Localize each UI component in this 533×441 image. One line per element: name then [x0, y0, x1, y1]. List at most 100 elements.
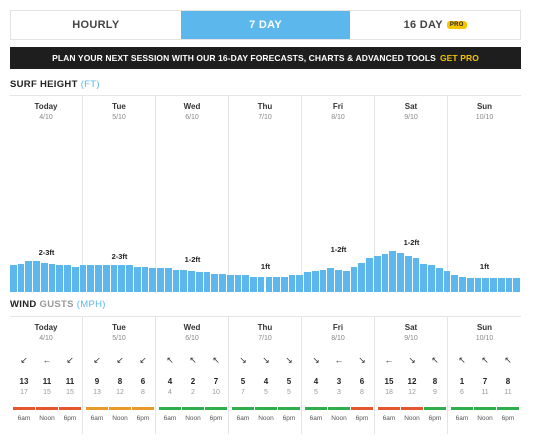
wind-speed: 7 — [213, 377, 219, 386]
surf-day-column: Today 4/10 — [10, 96, 83, 293]
wind-gust: 5 — [264, 389, 268, 396]
surf-bar — [226, 275, 234, 292]
surf-bar — [420, 264, 428, 292]
surf-height-chart: Today 4/10 Tue 5/10 Wed 6/10 Thu 7/10 Fri 8/10 Sat… — [10, 95, 521, 293]
surf-bar — [211, 273, 219, 292]
surf-bar — [110, 265, 118, 292]
surf-day-column: Wed 6/10 — [156, 96, 229, 293]
surf-day-column: Thu 7/10 — [229, 96, 302, 293]
tab-7-day-label: 7 DAY — [249, 19, 282, 31]
surf-day-column: Fri 8/10 — [302, 96, 375, 293]
wind-direction-arrow-icon: ↖ — [481, 355, 489, 365]
wind-time-label: 6pm — [63, 415, 77, 422]
wind-time-label: 6pm — [355, 415, 369, 422]
wind-rating-strip — [36, 407, 58, 410]
wind-rating-strip — [401, 407, 423, 410]
wind-time-label: 6am — [236, 415, 250, 422]
wind-gust: 8 — [360, 389, 364, 396]
wind-gust: 17 — [20, 389, 28, 396]
wind-speed: 11 — [65, 377, 75, 386]
surf-bar — [474, 278, 482, 292]
surf-bar — [505, 278, 513, 292]
surf-day-column: Sat 9/10 — [375, 96, 448, 293]
surf-bar — [513, 278, 520, 292]
wind-day-column: Wed 6/10 ↖ 4 4 6am ↖ 2 2 Noon ↖ 7 10 6pm — [156, 317, 229, 434]
wind-speed: 4 — [313, 377, 319, 386]
wind-direction-arrow-icon: ↖ — [458, 355, 466, 365]
surf-bar — [288, 275, 296, 292]
promo-banner[interactable]: PLAN YOUR NEXT SESSION WITH OUR 16-DAY F… — [10, 47, 521, 69]
surf-bar — [342, 271, 350, 292]
wind-day-name: Sat — [404, 323, 418, 332]
surf-bar — [164, 268, 172, 292]
surf-bar — [296, 275, 304, 292]
wind-rating-strip — [305, 407, 327, 410]
wind-day-date: 4/10 — [39, 335, 53, 342]
wind-rating-strip — [255, 407, 277, 410]
forecast-tabs: HOURLY 7 DAY 16 DAY PRO — [10, 10, 521, 40]
wind-time-label: 6pm — [282, 415, 296, 422]
tab-16-day[interactable]: 16 DAY PRO — [350, 11, 520, 39]
wind-rating-strip — [278, 407, 300, 410]
surf-bar — [497, 278, 505, 292]
tab-hourly[interactable]: HOURLY — [11, 11, 181, 39]
wind-time-label: 6am — [163, 415, 177, 422]
wind-speed: 9 — [94, 377, 100, 386]
surf-bar — [265, 276, 273, 292]
wind-speed: 5 — [286, 377, 292, 386]
surf-bar — [102, 265, 110, 292]
wind-rating-strip — [474, 407, 496, 410]
surf-day-date: 10/10 — [475, 114, 494, 121]
wind-speed: 6 — [359, 377, 365, 386]
surf-day-name: Wed — [183, 102, 201, 111]
surf-bar — [87, 265, 95, 292]
surf-bar — [451, 275, 459, 292]
surf-height-label: 2-3ft — [38, 248, 55, 258]
wind-gust: 18 — [385, 389, 393, 396]
wind-direction-arrow-icon: ↘ — [312, 355, 320, 365]
wind-direction-arrow-icon: ↙ — [20, 355, 28, 365]
wind-day-column: Thu 7/10 ↘ 5 7 6am ↘ 4 5 Noon ↘ 5 5 6pm — [229, 317, 302, 434]
surf-bar — [188, 271, 195, 292]
surf-height-label: 2-3ft — [111, 252, 128, 262]
wind-direction-arrow-icon: ← — [42, 355, 52, 365]
wind-direction-arrow-icon: ↘ — [239, 355, 247, 365]
surf-bar — [304, 272, 311, 292]
wind-gust: 4 — [168, 389, 172, 396]
surf-bar — [172, 269, 180, 292]
surf-bar — [250, 276, 257, 292]
surf-bar — [280, 276, 288, 292]
wind-gust: 5 — [314, 389, 318, 396]
surf-bar — [56, 265, 64, 292]
surf-height-unit: (FT) — [80, 79, 100, 90]
wind-speed: 15 — [384, 377, 394, 386]
pro-badge: PRO — [446, 21, 467, 29]
wind-time-label: 6pm — [136, 415, 150, 422]
tab-7-day[interactable]: 7 DAY — [180, 11, 351, 39]
wind-gust: 11 — [481, 389, 489, 396]
wind-speed: 4 — [263, 377, 269, 386]
surf-bar — [219, 273, 226, 292]
wind-gust: 10 — [212, 389, 220, 396]
surf-bar — [327, 268, 335, 292]
wind-direction-arrow-icon: ↖ — [189, 355, 197, 365]
wind-speed: 8 — [432, 377, 438, 386]
tab-hourly-label: HOURLY — [72, 19, 120, 31]
wind-time-label: 6am — [455, 415, 469, 422]
surf-bar — [459, 276, 466, 292]
wind-day-column: Fri 8/10 ↘ 4 5 6am ← 3 3 Noon ↘ 6 8 6pm — [302, 317, 375, 434]
surf-bar — [257, 276, 265, 292]
surf-bar — [490, 278, 497, 292]
wind-day-column: Tue 5/10 ↙ 9 13 6am ↙ 8 12 Noon ↙ 6 8 6pm — [83, 317, 156, 434]
get-pro-link[interactable]: GET PRO — [439, 53, 479, 63]
surf-height-label: 1-2ft — [184, 255, 201, 265]
wind-rating-strip — [378, 407, 400, 410]
surf-bar — [33, 261, 40, 292]
surf-bar — [404, 255, 412, 292]
wind-rating-strip — [328, 407, 350, 410]
wind-unit: (MPH) — [76, 299, 106, 310]
surf-bar — [319, 269, 327, 292]
wind-time-label: 6pm — [428, 415, 442, 422]
surf-bar — [10, 265, 17, 292]
surf-bar — [435, 268, 443, 292]
